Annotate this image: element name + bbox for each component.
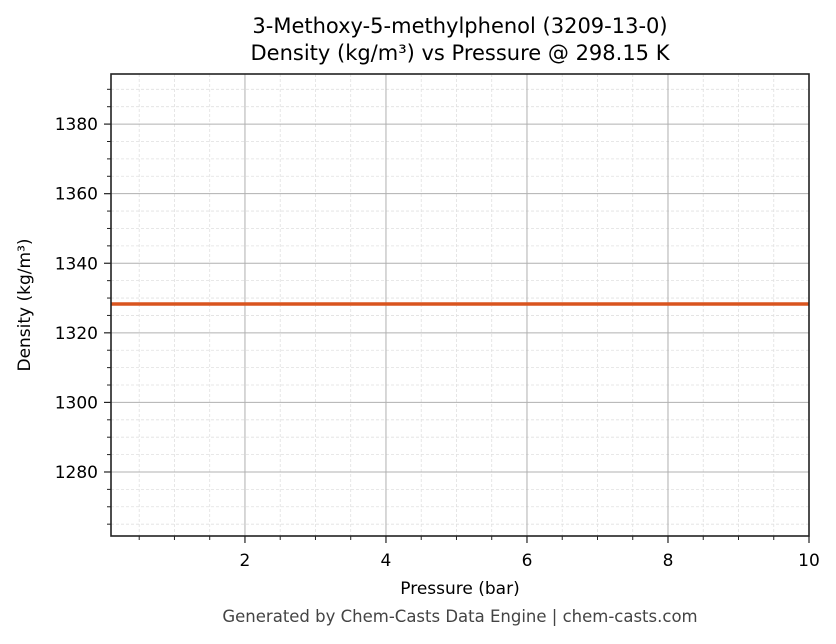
svg-text:2: 2 bbox=[240, 551, 251, 571]
svg-text:1380: 1380 bbox=[55, 115, 98, 135]
plot-frame bbox=[110, 73, 810, 537]
y-axis-label: Density (kg/m³) bbox=[15, 238, 35, 371]
svg-text:8: 8 bbox=[663, 551, 674, 571]
chart-subtitle: Density (kg/m³) vs Pressure @ 298.15 K bbox=[250, 41, 670, 65]
svg-text:1340: 1340 bbox=[55, 254, 98, 274]
svg-text:1320: 1320 bbox=[55, 324, 98, 344]
svg-text:1280: 1280 bbox=[55, 463, 98, 483]
svg-text:1360: 1360 bbox=[55, 185, 98, 205]
x-axis-label: Pressure (bar) bbox=[400, 579, 519, 599]
svg-text:1300: 1300 bbox=[55, 393, 98, 413]
chart-title: 3-Methoxy-5-methylphenol (3209-13-0) bbox=[252, 14, 668, 38]
svg-text:10: 10 bbox=[798, 551, 820, 571]
axis-ticks bbox=[104, 88, 810, 543]
svg-text:4: 4 bbox=[381, 551, 392, 571]
footer-credit: Generated by Chem-Casts Data Engine | ch… bbox=[222, 607, 698, 626]
tick-labels: 2 4 6 8 10 1280 1300 1320 1340 1360 1380 bbox=[55, 115, 820, 571]
svg-text:6: 6 bbox=[522, 551, 533, 571]
